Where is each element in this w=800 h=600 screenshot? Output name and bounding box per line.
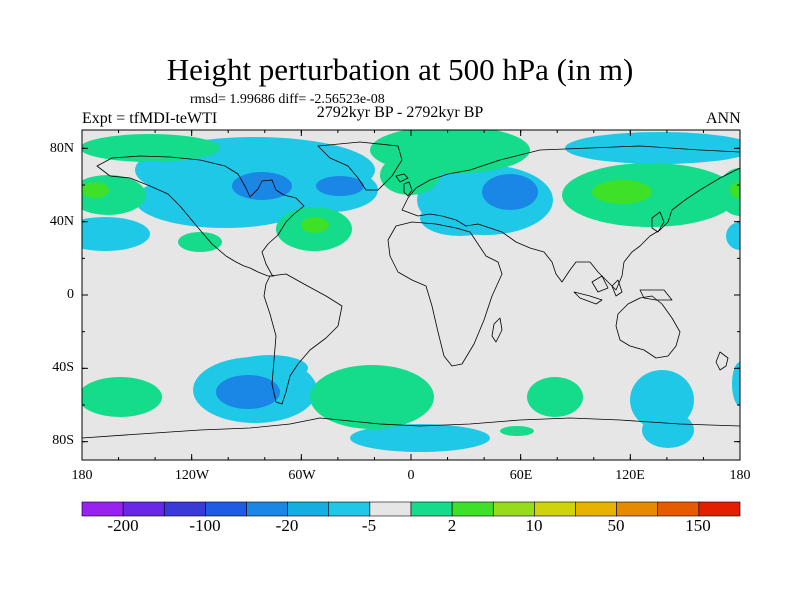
colorbar-label: -5 xyxy=(361,516,377,535)
colorbar-swatch xyxy=(451,501,494,517)
colorbar-label: 150 xyxy=(685,516,711,535)
anomaly-core xyxy=(82,182,109,198)
coastline-britain xyxy=(403,181,413,197)
colorbar-label: -200 xyxy=(107,516,139,535)
x-tick-label: 60E xyxy=(509,468,533,483)
colorbar-swatch xyxy=(328,501,371,517)
coastline-japan xyxy=(651,211,665,233)
colorbar-swatch xyxy=(287,501,330,517)
x-tick-label: 120W xyxy=(174,468,210,483)
colorbar-swatch xyxy=(534,501,576,517)
y-tick-label: 40N xyxy=(49,214,74,229)
anomaly-region xyxy=(380,155,440,195)
y-tick-label: 80S xyxy=(52,433,74,448)
colorbar-swatch xyxy=(698,501,741,517)
coastline-eurasia xyxy=(401,145,740,291)
experiment-label: Expt = tfMDI-teWTI xyxy=(82,110,218,127)
colorbar-swatch xyxy=(369,501,412,517)
anomaly-region xyxy=(82,377,162,417)
colorbar-label: -100 xyxy=(189,516,221,535)
colorbar-swatch xyxy=(163,501,206,517)
colorbar-swatch xyxy=(122,501,165,517)
x-tick-label: 180 xyxy=(71,468,93,483)
colorbar-label: 2 xyxy=(447,516,457,535)
stats-label: rmsd= 1.99686 diff= -2.56523e-08 xyxy=(190,92,385,107)
coastline-maritime-continent xyxy=(573,275,673,305)
anomaly-region xyxy=(527,377,583,417)
anomaly-region xyxy=(350,424,490,452)
anomaly-region xyxy=(420,200,500,236)
season-label: ANN xyxy=(706,110,741,127)
anomaly-region xyxy=(178,232,222,252)
anomaly-region xyxy=(732,362,740,406)
colorbar-label: -20 xyxy=(275,516,299,535)
colorbar-swatch xyxy=(410,501,453,517)
anomaly-region xyxy=(565,132,740,164)
anomaly-core xyxy=(316,176,364,196)
colorbar-swatch xyxy=(657,501,700,517)
colorbar-swatch xyxy=(616,501,659,517)
coastline-iceland xyxy=(395,173,409,183)
anomaly-region xyxy=(82,217,150,251)
colorbar-swatch xyxy=(246,501,288,517)
anomaly-core xyxy=(301,217,329,233)
colorbar-swatch xyxy=(492,501,535,517)
coastline-north-america xyxy=(96,155,305,277)
colorbar-swatch xyxy=(205,501,247,517)
x-tick-label: 180 xyxy=(729,468,751,483)
anomaly-region xyxy=(726,222,740,250)
coastline-greenland xyxy=(317,141,403,191)
y-tick-label: 0 xyxy=(67,287,74,302)
anomaly-region xyxy=(82,134,220,162)
coastline-new-zealand xyxy=(715,351,729,371)
colorbar-label: 50 xyxy=(607,516,625,535)
anomaly-region xyxy=(232,355,308,381)
x-tick-label: 0 xyxy=(407,468,415,483)
colorbar-swatch xyxy=(575,501,617,517)
anomaly-core xyxy=(730,182,740,198)
coastline-south-america xyxy=(263,273,343,405)
anomaly-region xyxy=(500,426,534,436)
coastline-antarctica xyxy=(82,417,740,439)
coastline-madagascar xyxy=(491,317,503,343)
anomaly-region xyxy=(82,175,146,215)
anomaly-region xyxy=(310,365,434,429)
anomaly-region xyxy=(642,412,694,448)
anomaly-core xyxy=(232,172,292,200)
figure-title: Height perturbation at 500 hPa (in m) xyxy=(166,52,634,87)
anomaly-core xyxy=(482,174,538,210)
axis-ticks xyxy=(81,130,741,460)
y-tick-label: 80N xyxy=(49,141,74,156)
colorbar-label: 10 xyxy=(525,516,543,535)
anomaly-field xyxy=(82,130,740,452)
anomaly-core xyxy=(216,375,280,409)
x-tick-label: 60W xyxy=(288,468,316,483)
y-tick-label: 40S xyxy=(52,360,74,375)
coastline-africa xyxy=(387,221,503,367)
coastlines xyxy=(82,141,740,439)
anomaly-core xyxy=(592,180,652,204)
colorbar-swatch xyxy=(81,501,124,517)
period-label: 2792kyr BP - 2792kyr BP xyxy=(316,104,484,121)
colorbar xyxy=(81,501,741,517)
anomaly-region xyxy=(718,168,740,216)
x-tick-label: 120E xyxy=(615,468,645,483)
